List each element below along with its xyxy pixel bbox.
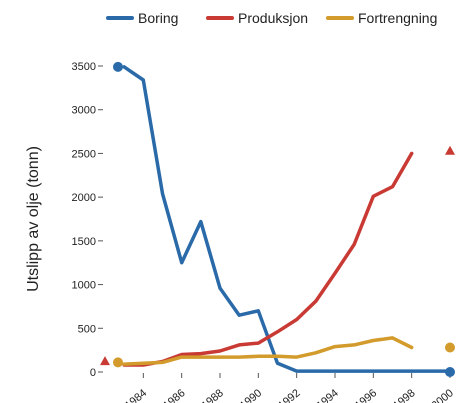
y-axis-title: Utslipp av olje (tonn) <box>25 146 42 292</box>
marker-produksjon-end <box>445 145 455 155</box>
y-tick-label: 1500 <box>72 236 96 248</box>
x-tick-label: 1990 <box>238 387 264 403</box>
legend-label-fortrengning: Fortrengning <box>358 10 437 26</box>
x-tick-label: 1988 <box>199 387 225 403</box>
x-tick-label: 1992 <box>276 387 302 403</box>
y-tick-label: 1000 <box>72 280 96 292</box>
y-tick-label: 0 <box>90 367 96 379</box>
marker-boring-start <box>113 61 123 72</box>
x-axis: 1984 1986 1988 1990 1992 1994 1996 1998 2000 <box>123 373 456 403</box>
y-tick-label: 3500 <box>72 61 96 73</box>
x-tick-label: 1986 <box>161 387 187 403</box>
y-axis: 0 500 1000 1500 2000 2500 3000 3500 <box>72 61 103 379</box>
legend: Boring Produksjon Fortrengning <box>106 10 437 26</box>
x-tick-label: 2000 <box>429 387 455 403</box>
series-lines <box>122 65 452 373</box>
y-tick-label: 2500 <box>72 148 96 160</box>
x-tick-label: 1984 <box>123 387 149 403</box>
series-line-boring <box>122 65 452 373</box>
endpoint-markers <box>100 61 455 377</box>
legend-label-boring: Boring <box>138 10 178 26</box>
y-tick-label: 2000 <box>72 192 96 204</box>
marker-fortrengning-end <box>445 342 455 353</box>
marker-produksjon-start <box>100 356 110 366</box>
y-tick-label: 500 <box>78 323 96 335</box>
series-line-fortrengning <box>122 336 414 366</box>
legend-label-produksjon: Produksjon <box>238 10 308 26</box>
marker-fortrengning-start <box>113 357 123 368</box>
marker-boring-end <box>445 367 455 377</box>
y-tick-label: 3000 <box>72 105 96 117</box>
x-tick-label: 1998 <box>391 387 417 403</box>
x-tick-label: 1996 <box>353 387 379 403</box>
x-tick-label: 1994 <box>314 387 340 403</box>
